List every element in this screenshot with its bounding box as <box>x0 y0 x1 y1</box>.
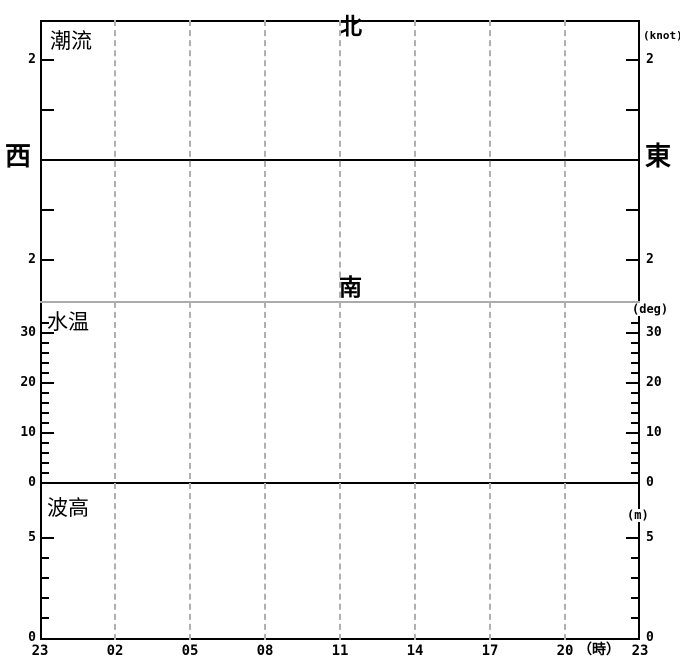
axis-tick <box>40 432 54 434</box>
axis-tick <box>626 109 640 111</box>
axis-tick <box>40 412 49 414</box>
axis-tick <box>40 557 49 559</box>
axis-tick <box>631 472 640 474</box>
y-tick-label: 20 <box>20 375 36 390</box>
x-tick-label: 11 <box>331 643 349 659</box>
y-tick-label: 0 <box>646 630 654 645</box>
axis-tick <box>631 392 640 394</box>
axis-tick <box>631 402 640 404</box>
axis-tick <box>631 322 640 324</box>
y-tick-label: 20 <box>646 375 662 390</box>
hour-unit-label: （時） <box>578 642 620 658</box>
axis-tick <box>40 109 54 111</box>
y-tick-label: 30 <box>20 325 36 340</box>
y-tick-label: 2 <box>646 52 654 67</box>
axis-tick <box>631 452 640 454</box>
axis-tick <box>40 209 54 211</box>
vertical-gridline <box>414 20 416 640</box>
axis-tick <box>626 209 640 211</box>
current-unit-label: (knot) <box>642 29 680 42</box>
south-label: 南 <box>339 275 362 301</box>
axis-tick <box>40 617 49 619</box>
x-tick-label: 02 <box>106 643 124 659</box>
x-tick-label: 05 <box>181 643 199 659</box>
axis-tick <box>631 342 640 344</box>
y-tick-label: 2 <box>28 52 36 67</box>
axis-tick <box>40 442 49 444</box>
west-label: 西 <box>5 142 32 172</box>
y-tick-label: 10 <box>20 425 36 440</box>
y-tick-label: 0 <box>28 475 36 490</box>
axis-tick <box>40 402 49 404</box>
axis-tick <box>40 452 49 454</box>
vertical-gridline <box>114 20 116 640</box>
y-tick-label: 0 <box>646 475 654 490</box>
axis-tick <box>40 342 49 344</box>
axis-tick <box>626 382 640 384</box>
y-tick-label: 10 <box>646 425 662 440</box>
axis-tick <box>40 577 49 579</box>
vertical-gridline <box>189 20 191 640</box>
axis-tick <box>631 372 640 374</box>
wave-panel-title: 波高 <box>47 496 89 520</box>
wave-unit-label: (m) <box>626 508 650 522</box>
vertical-gridline <box>489 20 491 640</box>
axis-tick <box>40 472 49 474</box>
axis-tick <box>631 557 640 559</box>
axis-tick <box>40 59 54 61</box>
axis-tick <box>40 392 49 394</box>
axis-tick <box>40 422 49 424</box>
axis-tick <box>631 362 640 364</box>
y-tick-label: 0 <box>28 630 36 645</box>
axis-tick <box>631 597 640 599</box>
axis-tick <box>631 412 640 414</box>
x-tick-label: 14 <box>406 643 424 659</box>
axis-tick <box>40 382 54 384</box>
axis-tick <box>631 352 640 354</box>
y-tick-label: 2 <box>646 252 654 267</box>
vertical-gridline <box>564 20 566 640</box>
x-tick-label: 20 <box>556 643 574 659</box>
axis-tick <box>40 462 49 464</box>
x-tick-label: 17 <box>481 643 499 659</box>
y-tick-label: 30 <box>646 325 662 340</box>
axis-tick <box>626 332 640 334</box>
axis-tick <box>631 422 640 424</box>
temperature-panel-title: 水温 <box>47 310 89 334</box>
x-tick-label: 08 <box>256 643 274 659</box>
y-tick-label: 5 <box>28 530 36 545</box>
north-label: 北 <box>339 14 362 40</box>
axis-tick <box>631 442 640 444</box>
axis-tick <box>40 259 54 261</box>
axis-tick <box>626 59 640 61</box>
axis-tick <box>40 362 49 364</box>
axis-tick <box>631 462 640 464</box>
axis-tick <box>40 322 49 324</box>
axis-tick <box>626 259 640 261</box>
vertical-gridline <box>339 20 341 640</box>
temperature-unit-label: (deg) <box>631 302 670 316</box>
axis-tick <box>40 537 54 539</box>
east-label: 東 <box>645 142 672 172</box>
axis-tick <box>40 597 49 599</box>
axis-tick <box>626 432 640 434</box>
axis-tick <box>40 352 49 354</box>
axis-tick <box>626 537 640 539</box>
x-tick-label: 23 <box>31 643 49 659</box>
axis-tick <box>631 617 640 619</box>
x-tick-label: 23 <box>631 643 649 659</box>
y-tick-label: 2 <box>28 252 36 267</box>
axis-tick <box>631 577 640 579</box>
y-tick-label: 5 <box>646 530 654 545</box>
axis-tick <box>40 372 49 374</box>
current-panel-title: 潮流 <box>50 29 92 53</box>
vertical-gridline <box>264 20 266 640</box>
axis-tick <box>40 332 54 334</box>
